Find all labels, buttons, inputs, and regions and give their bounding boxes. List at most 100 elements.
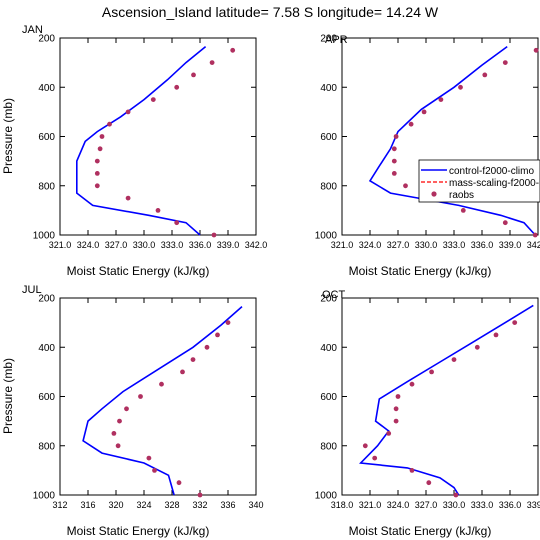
x-tick-label: 336.0 [189,240,212,250]
y-tick-label: 200 [320,34,337,45]
panel-apr: APR Moist Static Energy (kJ/kg) 321.0 324… [315,34,540,279]
y-axis-label: Pressure (mb) [1,358,15,434]
y-tick-label: 400 [320,343,337,354]
x-tick-label: 320 [108,500,123,510]
raobs-point [152,468,157,473]
raobs-point [429,369,434,375]
x-tick-label: 327.0 [105,240,128,250]
raobs-point [391,171,397,176]
plot-frame [341,37,539,236]
raobs-point [138,394,143,399]
raobs-point [493,332,499,338]
raobs-point [460,208,466,213]
y-tick-label: 600 [38,132,55,143]
x-tick-label: 333.0 [471,500,494,510]
x-tick-label: 324 [136,500,151,510]
plot-frame [59,297,257,496]
raobs-point [502,60,508,65]
y-tick-label: 600 [320,132,337,143]
raobs-point [159,381,164,387]
y-tick-label: 800 [320,441,337,452]
y-tick-label: 800 [38,441,55,452]
raobs-point [204,344,210,350]
y-tick-label: 800 [38,181,55,192]
raobs-point [512,320,518,325]
raobs-point [533,47,539,53]
y-tick-label: 600 [38,392,55,403]
raobs-point [458,84,463,90]
raobs-point [174,220,180,226]
panel-jul: JUL Pressure (mb) Moist Static Energy (k… [1,284,264,538]
raobs-point [197,492,203,498]
x-axis-label: Moist Static Energy (kJ/kg) [67,264,210,278]
raobs-point [117,418,122,424]
raobs-point [155,208,161,213]
x-tick-label: 330.0 [133,240,156,250]
x-tick-label: 324.0 [387,500,410,510]
raobs-point [94,171,100,176]
raobs-point [453,492,459,498]
y-tick-label: 600 [320,392,337,403]
series-line-control [368,45,536,236]
raobs-point [190,357,196,362]
raobs-point [97,146,103,152]
x-tick-label: 312 [52,500,67,510]
y-tick-label: 1000 [33,231,56,242]
legend: control-f2000-climo mass-scaling-f2000- … [418,159,540,203]
raobs-point [211,232,217,238]
raobs-point [393,418,399,424]
panel-jan: JAN Pressure (mb) Moist Static Energy (k… [1,24,267,278]
raobs-point [150,97,156,102]
panel-title: JAN [22,24,43,36]
raobs-point [111,431,117,436]
x-tick-label: 321.0 [49,240,72,250]
x-tick-label: 339.0 [217,240,240,250]
raobs-point [125,109,131,115]
x-tick-label: 318.0 [331,500,354,510]
raobs-point [474,344,480,350]
raobs-point [209,60,215,65]
raobs-point [408,121,414,127]
legend-label-mass-scaling: mass-scaling-f2000- [449,178,539,189]
raobs-point [225,320,231,325]
raobs-point [174,84,180,90]
raobs-point [94,158,100,164]
legend-box [418,159,540,203]
x-tick-label: 332 [192,500,207,510]
raobs-point [176,480,182,486]
series-line-control [82,305,243,496]
raobs-point [421,109,427,115]
legend-label-control: control-f2000-climo [449,166,534,177]
raobs-point [393,134,399,139]
panel-title: JUL [22,284,42,296]
y-tick-label: 1000 [33,491,56,502]
raobs-point [372,455,378,461]
y-tick-label: 200 [38,34,55,45]
x-tick-label: 321.0 [331,240,354,250]
raobs-point [426,480,432,486]
x-tick-label: 327.0 [415,500,438,510]
panel-title: OCT [322,289,346,301]
raobs-point [107,121,112,127]
raobs-point [532,232,538,238]
y-tick-label: 200 [320,294,337,305]
y-tick-label: 400 [38,83,55,94]
y-tick-label: 1000 [315,231,338,242]
raobs-point [438,97,444,102]
x-axis-label: Moist Static Energy (kJ/kg) [67,524,210,538]
y-tick-label: 800 [320,181,337,192]
x-tick-label: 330.0 [415,240,438,250]
raobs-point [403,183,408,189]
raobs-point [94,183,100,189]
raobs-point [191,72,196,78]
x-tick-label: 324.0 [77,240,100,250]
raobs-point [451,357,457,362]
x-tick-label: 333.0 [161,240,184,250]
raobs-point [99,134,105,139]
x-tick-label: 336.0 [499,500,522,510]
y-tick-label: 1000 [315,491,338,502]
raobs-point [124,406,129,412]
raobs-point [391,158,397,164]
raobs-point [409,468,415,473]
y-tick-label: 400 [38,343,55,354]
